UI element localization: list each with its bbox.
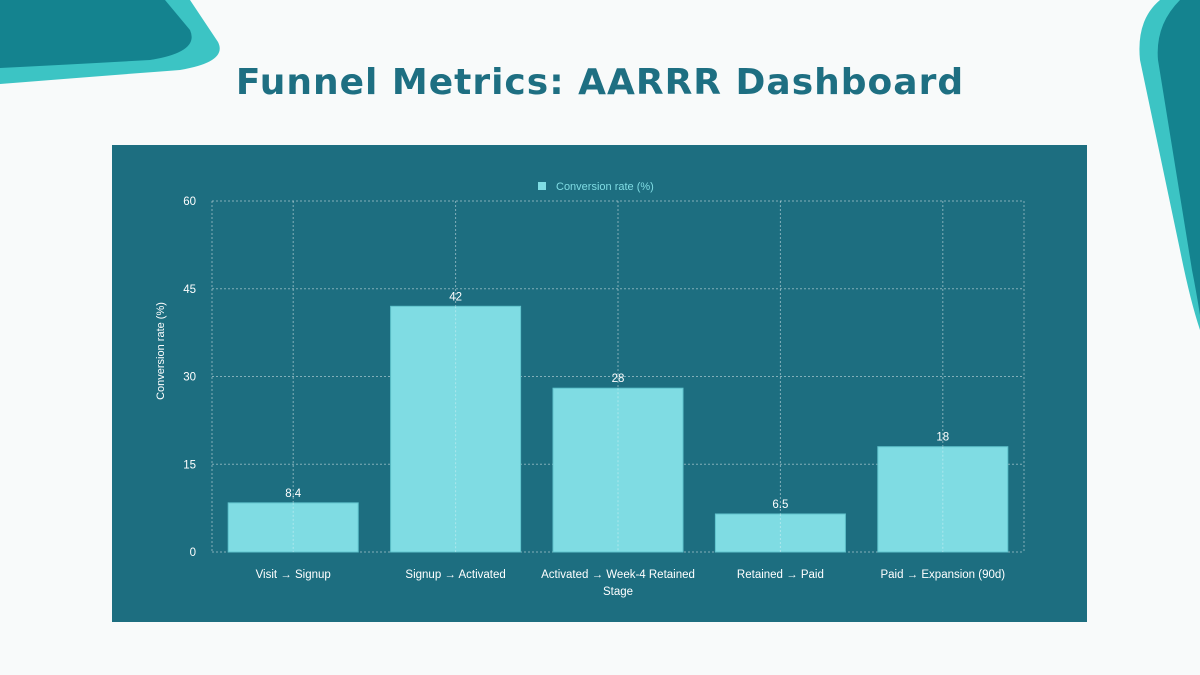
x-tick-label: Retained → Paid	[737, 569, 824, 581]
data-label: 18	[936, 432, 949, 444]
y-tick-label: 45	[183, 284, 196, 296]
y-tick-label: 30	[183, 372, 196, 384]
y-tick-label: 15	[183, 459, 196, 471]
data-label: 6.5	[772, 499, 788, 511]
x-tick-label: Activated → Week-4 Retained	[541, 569, 695, 581]
bar-chart: 0 15 30 45 60 8.4 Visit → Signup 42 Signup → Act…	[155, 181, 1025, 598]
bar[interactable]	[227, 502, 359, 553]
data-label: 28	[612, 373, 625, 385]
x-tick-label: Signup → Activated	[405, 569, 505, 581]
bar[interactable]	[714, 513, 846, 553]
bar[interactable]	[877, 446, 1009, 553]
top-left-shape-inner	[0, 0, 192, 68]
chart-panel: 0 15 30 45 60 8.4 Visit → Signup 42 Signup → Act…	[112, 145, 1087, 622]
y-tick-label: 60	[183, 196, 196, 208]
top-right-shape-inner	[1157, 0, 1200, 315]
labels: 0 15 30 45 60 8.4 Visit → Signup 42 Signup → Act…	[183, 196, 1005, 581]
bars	[227, 305, 1009, 553]
x-tick-label: Paid → Expansion (90d)	[880, 569, 1005, 581]
data-label: 42	[449, 291, 462, 303]
page-title: Funnel Metrics: AARRR Dashboard	[235, 62, 965, 103]
legend-swatch	[538, 182, 546, 190]
bar[interactable]	[552, 387, 684, 553]
x-axis-title: Stage	[603, 586, 633, 598]
legend-label[interactable]: Conversion rate (%)	[556, 181, 654, 193]
y-tick-label: 0	[190, 547, 196, 559]
y-axis-title: Conversion rate (%)	[155, 302, 167, 400]
x-tick-label: Visit → Signup	[256, 569, 331, 581]
bar[interactable]	[390, 305, 522, 553]
data-label: 8.4	[285, 488, 302, 500]
